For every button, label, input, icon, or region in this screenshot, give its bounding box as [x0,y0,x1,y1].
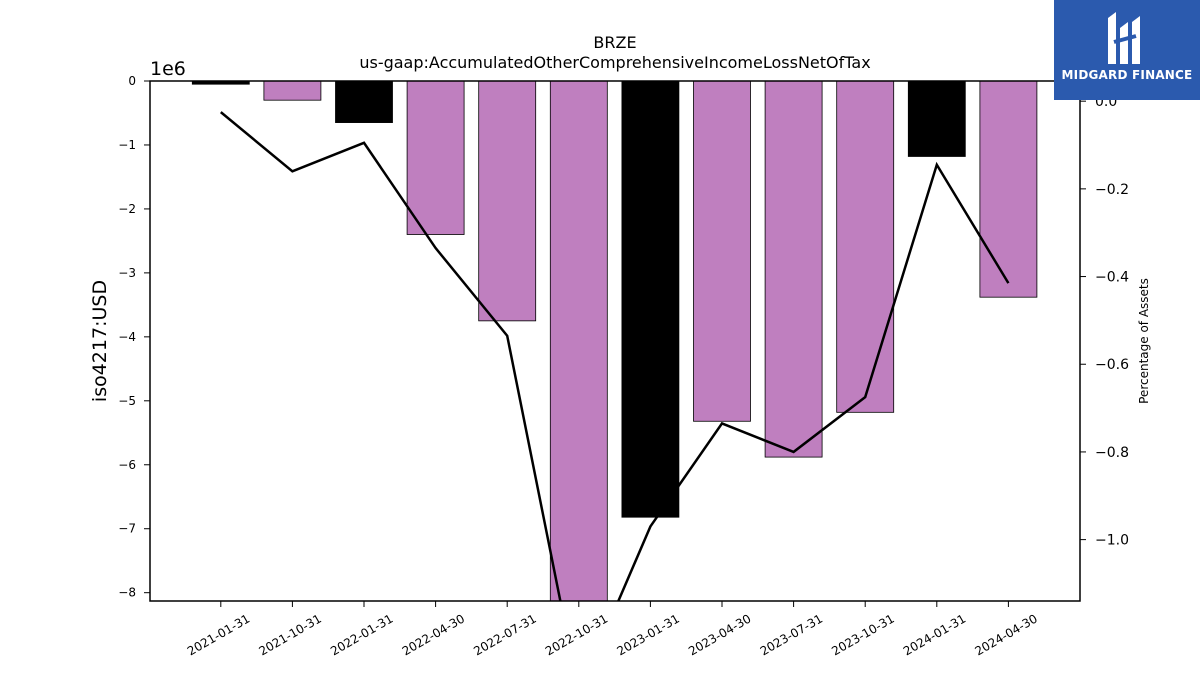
chart-title: BRZE [593,33,636,52]
plot-frame [149,80,1081,602]
bar-2024-01-31 [907,81,966,157]
bar-2023-10-31 [836,81,895,413]
bar-2023-07-31 [764,81,823,458]
y-multiplier-label: 1e6 [150,58,186,80]
left-tick-label: −7 [118,522,136,536]
brand-name: MIDGARD FINANCE [1061,68,1193,82]
right-tick-label: −0.8 [1095,445,1129,461]
x-tick-label: 2023-04-30 [686,611,753,658]
right-axis-ticks: 0.0−0.2−0.4−0.6−0.8−1.0 [1080,94,1129,549]
bar-2022-10-31 [549,81,608,601]
bar-2022-04-30 [406,81,465,235]
bar-2021-01-31 [191,81,250,85]
right-tick-label: −0.6 [1095,357,1129,373]
midgard-logo-icon [1108,12,1140,64]
left-tick-label: −2 [118,202,136,216]
bar-2022-01-31 [335,81,393,123]
bar-2023-04-30 [693,81,751,422]
left-tick-label: −6 [118,458,136,472]
chart-subtitle: us-gaap:AccumulatedOtherComprehensiveInc… [359,53,870,72]
y2-axis-label: Percentage of Assets [1137,278,1151,404]
bar-2022-07-31 [478,81,537,322]
left-tick-label: −5 [118,394,136,408]
bar-2023-01-31 [621,81,680,518]
x-tick-label: 2022-01-31 [328,611,395,658]
x-tick-label: 2023-07-31 [758,611,825,658]
x-tick-label: 2022-07-31 [471,611,538,658]
left-tick-label: 0 [128,74,136,88]
y-axis-label: iso4217:USD [89,280,111,402]
left-tick-label: −8 [118,586,136,600]
bar-2024-04-30 [979,81,1038,298]
x-tick-label: 2021-01-31 [185,611,252,658]
x-tick-label: 2024-01-31 [901,611,968,658]
x-tick-label: 2021-10-31 [256,611,323,658]
right-tick-label: −1.0 [1095,533,1129,549]
bar-2021-10-31 [263,81,322,101]
x-tick-label: 2024-04-30 [972,611,1039,658]
bars-group [191,81,1038,601]
x-tick-label: 2023-01-31 [614,611,681,658]
x-tick-label: 2022-10-31 [543,611,610,658]
x-axis-ticks: 2021-01-31 2021-10-31 2022-01-31 2022-04-30… [185,601,1040,658]
left-axis-ticks: 0 −1 −2 −3 −4 −5 −6 −7 −8 [118,74,150,600]
right-tick-label: −0.4 [1095,270,1129,286]
left-tick-label: −3 [118,266,136,280]
x-tick-label: 2023-10-31 [829,611,896,658]
right-tick-label: −0.2 [1095,182,1129,198]
percentage-of-assets-line [220,111,1010,601]
left-tick-label: −4 [118,330,136,344]
x-tick-label: 2022-04-30 [400,611,467,658]
left-tick-label: −1 [118,138,136,152]
brand-logo: MIDGARD FINANCE [1054,0,1200,100]
